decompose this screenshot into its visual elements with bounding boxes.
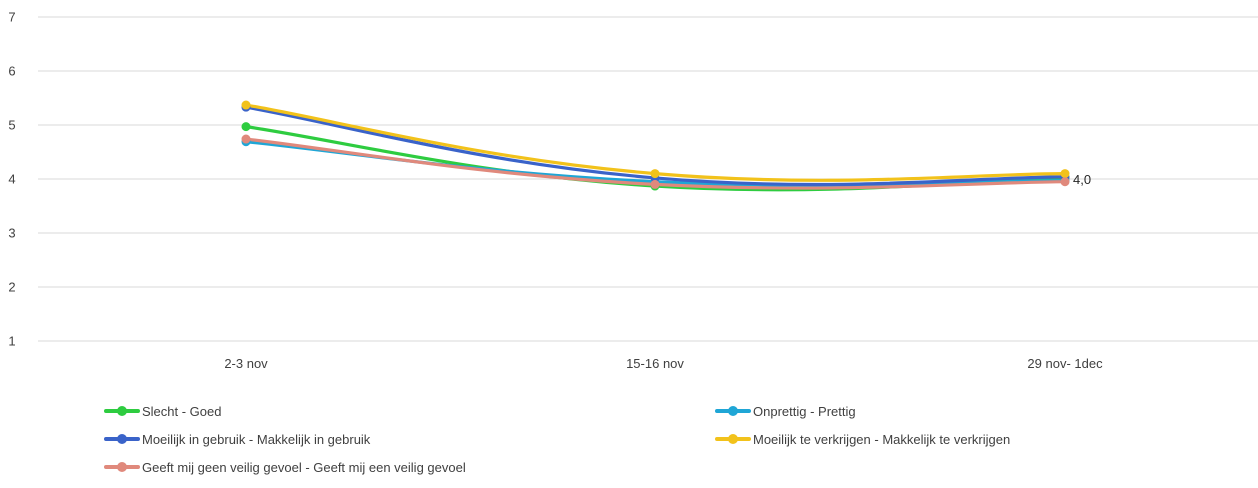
y-tick-label: 6 bbox=[8, 64, 15, 79]
data-point bbox=[1060, 169, 1070, 179]
data-label: 4,0 bbox=[1073, 172, 1091, 187]
series-points bbox=[241, 100, 1070, 191]
legend-label: Onprettig - Prettig bbox=[753, 403, 856, 419]
legend-swatch bbox=[104, 460, 140, 474]
data-point bbox=[650, 169, 660, 179]
y-tick-label: 2 bbox=[8, 280, 15, 295]
legend-label: Moeilijk te verkrijgen - Makkelijk te ve… bbox=[753, 431, 1011, 447]
y-tick-label: 5 bbox=[8, 118, 15, 133]
data-point bbox=[241, 100, 251, 110]
y-tick-label: 1 bbox=[8, 334, 15, 349]
data-point bbox=[241, 134, 251, 144]
legend-swatch bbox=[715, 432, 751, 446]
data-point bbox=[650, 179, 660, 189]
legend-label: Slecht - Goed bbox=[142, 403, 222, 419]
legend-item: Onprettig - Prettig bbox=[715, 402, 856, 420]
series-line-4 bbox=[244, 103, 1067, 182]
y-tick-label: 3 bbox=[8, 226, 15, 241]
legend-label: Geeft mij geen veilig gevoel - Geeft mij… bbox=[142, 459, 466, 475]
x-tick-label: 15-16 nov bbox=[626, 356, 684, 371]
y-axis-ticks: 1 2 3 4 5 6 7 bbox=[8, 10, 15, 349]
data-point bbox=[241, 122, 251, 132]
legend-item: Slecht - Goed bbox=[104, 402, 222, 420]
legend-item: Moeilijk te verkrijgen - Makkelijk te ve… bbox=[715, 430, 1010, 448]
data-labels: 4,0 bbox=[1073, 172, 1091, 187]
y-tick-label: 7 bbox=[8, 10, 15, 25]
data-point bbox=[1060, 177, 1070, 187]
legend-item: Geeft mij geen veilig gevoel - Geeft mij… bbox=[104, 458, 466, 476]
x-tick-label: 2-3 nov bbox=[224, 356, 268, 371]
x-tick-label: 29 nov- 1dec bbox=[1027, 356, 1103, 371]
x-axis-ticks: 2-3 nov 15-16 nov 29 nov- 1dec bbox=[224, 356, 1103, 371]
legend-swatch bbox=[104, 432, 140, 446]
legend-swatch bbox=[104, 404, 140, 418]
gridlines bbox=[38, 16, 1258, 342]
legend-swatch bbox=[715, 404, 751, 418]
legend-label: Moeilijk in gebruik - Makkelijk in gebru… bbox=[142, 431, 371, 447]
y-tick-label: 4 bbox=[8, 172, 15, 187]
legend-item: Moeilijk in gebruik - Makkelijk in gebru… bbox=[104, 430, 370, 448]
